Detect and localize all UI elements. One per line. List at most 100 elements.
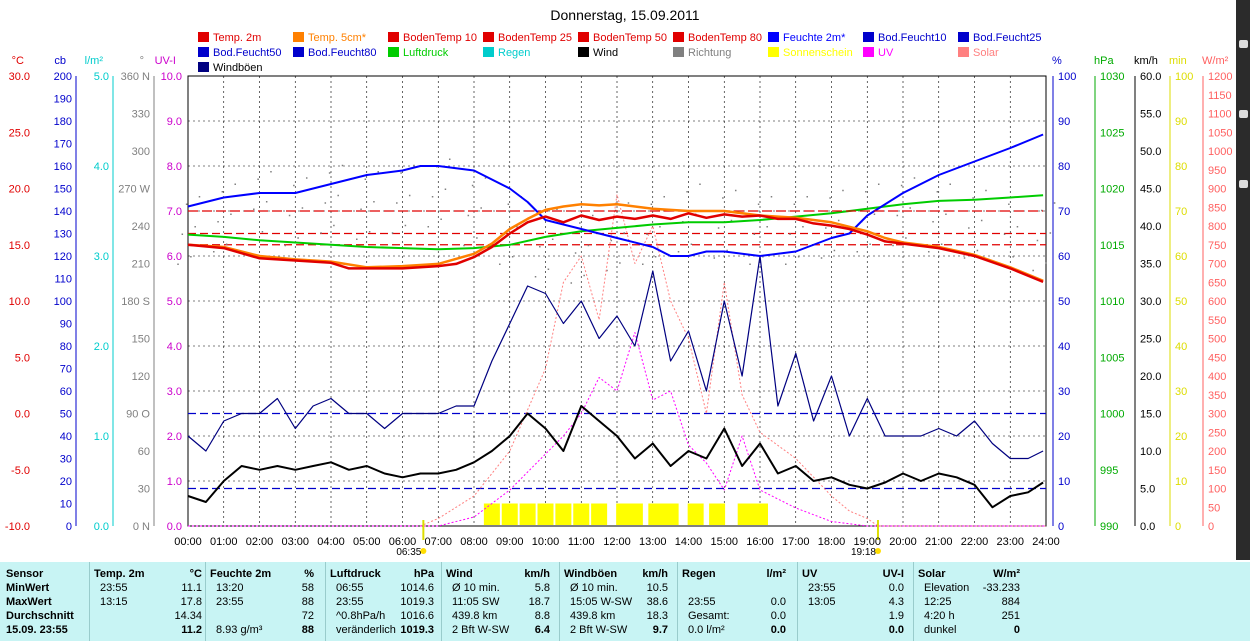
axis-tick-label: 900 xyxy=(1208,184,1226,196)
direction-point xyxy=(404,224,407,227)
stats-header: Feuchte 2m xyxy=(210,568,272,580)
column-divider xyxy=(325,562,326,641)
direction-point xyxy=(516,226,518,228)
axis-tick-label: 950 xyxy=(1208,165,1226,177)
axis-tick-label: 50 xyxy=(1175,296,1187,308)
direction-point xyxy=(431,196,434,198)
axis-tick-label: 10 xyxy=(1175,476,1187,488)
stats-cell-detail: 13:20 xyxy=(216,582,244,594)
direction-point xyxy=(587,244,590,247)
direction-point xyxy=(699,183,701,185)
column-divider xyxy=(559,562,560,641)
sunshine-bar xyxy=(537,503,554,525)
direction-point xyxy=(949,183,951,185)
axis-tick-label: 550 xyxy=(1208,315,1226,327)
direction-point xyxy=(444,188,447,190)
direction-point xyxy=(932,221,934,223)
direction-point xyxy=(730,219,733,222)
direction-point xyxy=(225,243,228,245)
axis-tick-label: 60 xyxy=(1175,251,1187,263)
x-tick-label: 22:00 xyxy=(961,536,989,548)
stats-unit: °C xyxy=(189,568,202,580)
direction-point xyxy=(177,263,179,265)
direction-point xyxy=(579,222,581,224)
series-line xyxy=(188,332,1046,527)
stats-cell-detail: veränderlich xyxy=(336,624,396,636)
weather-chart: Donnerstag, 15.09.2011 Temp. 2m Temp. 5cm… xyxy=(4,7,1233,558)
legend-label: Luftdruck xyxy=(403,47,449,59)
axis-tick-label: 350 xyxy=(1208,390,1226,402)
direction-point xyxy=(194,226,196,228)
axis-tick-label: 1015 xyxy=(1100,240,1124,252)
direction-point xyxy=(467,214,470,217)
sunshine-bar xyxy=(591,503,608,525)
x-tick-label: 04:00 xyxy=(317,536,345,548)
axis-tick-label: 1030 xyxy=(1100,71,1124,83)
direction-point xyxy=(869,243,871,245)
axis-tick-label: 30.0 xyxy=(1140,296,1161,308)
stats-cell-value: 0.0 xyxy=(770,610,786,622)
axis-tick-label: 1150 xyxy=(1208,90,1232,102)
legend-swatch xyxy=(863,32,874,42)
direction-point xyxy=(356,238,358,240)
direction-point xyxy=(619,262,621,264)
x-tick-label: 03:00 xyxy=(281,536,309,548)
axis-tick-label: 170 xyxy=(54,139,72,151)
axis-tick-label: 70 xyxy=(60,364,72,376)
direction-point xyxy=(373,201,375,203)
stats-cell-value: 8.8 xyxy=(534,610,550,622)
direction-point xyxy=(1040,209,1043,212)
stats-cell-detail: 2 Bft W-SW xyxy=(570,624,628,636)
axis-tick-label: 30 xyxy=(1175,386,1187,398)
direction-point xyxy=(476,237,478,239)
sunshine-bar xyxy=(737,503,754,525)
axis-tick-label: 100 xyxy=(1208,484,1226,496)
axis-tick-label: 1000 xyxy=(1100,409,1124,421)
x-tick-label: 21:00 xyxy=(925,536,953,548)
sunshine-bar xyxy=(687,503,704,525)
axis-tick-label: 180 xyxy=(54,116,72,128)
axis-tick-label: 40 xyxy=(1058,341,1070,353)
x-tick-label: 18:00 xyxy=(818,536,846,548)
stats-cell-value: 1019.3 xyxy=(400,624,434,636)
direction-point xyxy=(230,213,232,215)
direction-point xyxy=(654,256,657,258)
axis-tick-label: 850 xyxy=(1208,202,1226,214)
stats-cell-detail: dunkel xyxy=(924,624,957,636)
x-tick-label: 24:00 xyxy=(1032,536,1060,548)
direction-point xyxy=(328,172,331,174)
axis-tick-label: 40.0 xyxy=(1140,221,1161,233)
stats-header: Luftdruck xyxy=(330,568,381,580)
stats-cell-value: 88 xyxy=(301,596,314,608)
sunshine-bar xyxy=(752,503,768,525)
axis-tick-label: 90 xyxy=(60,319,72,331)
stats-row-label: 15.09. 23:55 xyxy=(6,624,68,636)
stats-header: UV xyxy=(802,568,818,580)
direction-point xyxy=(427,226,430,228)
direction-point xyxy=(802,226,804,228)
direction-point xyxy=(360,208,362,210)
axis-tick-label: 0 xyxy=(1175,521,1181,533)
stats-cell-value: 72 xyxy=(301,610,314,622)
axis-tick-label: 190 xyxy=(54,94,72,106)
axis-tick-label: 20 xyxy=(1175,431,1187,443)
series-line xyxy=(187,405,1044,509)
legend-swatch xyxy=(388,47,399,57)
axis-tick-label: 20 xyxy=(60,476,72,488)
axis-tick-label: 10.0 xyxy=(161,71,182,83)
stats-cell-value: 6.4 xyxy=(534,624,550,636)
stats-cell-value: 11.2 xyxy=(181,624,202,636)
direction-point xyxy=(234,183,236,185)
direction-point xyxy=(185,203,188,205)
axis-tick-label: 3.0 xyxy=(167,386,182,398)
direction-point xyxy=(391,232,394,234)
axis-tick-label: 360 N xyxy=(121,71,150,83)
axis-tick-label: 1200 xyxy=(1208,71,1232,83)
stats-cell-detail: 8.93 g/m³ xyxy=(216,624,263,636)
axis-tick-label: 1.0 xyxy=(167,476,182,488)
axis-tick-label: 15.0 xyxy=(9,240,30,252)
direction-point xyxy=(837,219,840,222)
stats-cell-value: 38.6 xyxy=(646,596,668,608)
direction-point xyxy=(663,196,665,198)
x-tick-label: 00:00 xyxy=(174,536,202,548)
